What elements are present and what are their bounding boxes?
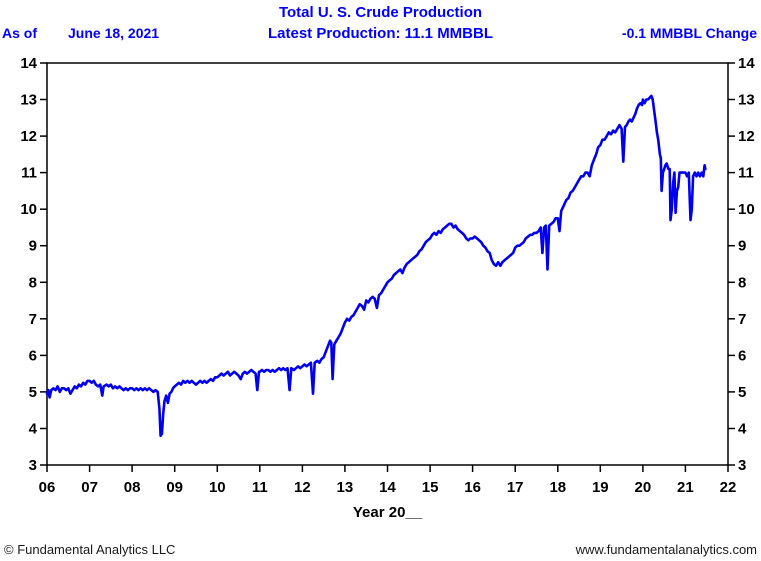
y-axis-label-left: 11 [21,165,37,182]
x-axis-label: 06 [39,479,56,496]
x-axis-title: Year 20__ [352,504,423,521]
copyright-text: © Fundamental Analytics LLC [4,542,176,557]
website-link: www.fundamentalanalytics.com [575,542,757,557]
y-axis-label-left: 9 [29,238,37,255]
x-axis-label: 19 [592,479,609,496]
y-axis-label-left: 6 [29,347,37,364]
y-axis-label-left: 13 [20,92,37,109]
as-of-date: June 18, 2021 [68,25,160,41]
x-axis-label: 16 [464,479,481,496]
chart-title: Total U. S. Crude Production [278,4,483,21]
x-axis-label: 11 [252,479,268,496]
y-axis-label-right: 13 [738,92,755,109]
y-axis-label-right: 7 [738,311,746,328]
y-axis-label-right: 8 [738,274,746,291]
x-axis-label: 18 [549,479,566,496]
y-axis-label-right: 11 [738,165,754,182]
y-axis-label-left: 7 [29,311,37,328]
y-axis-label-left: 4 [29,421,38,438]
x-axis-label: 17 [507,479,524,496]
x-axis-label: 08 [124,479,141,496]
y-axis-label-left: 12 [20,128,37,145]
x-axis-label: 14 [379,479,396,496]
x-axis-label: 20 [635,479,652,496]
chart-subtitle: Latest Production: 11.1 MMBBL [267,25,494,42]
y-axis-label-left: 10 [20,201,37,218]
plot-frame [46,62,729,466]
x-axis-label: 10 [209,479,226,496]
y-axis-label-right: 5 [738,384,746,401]
y-axis-label-right: 10 [738,201,755,218]
y-axis-label-right: 9 [738,238,746,255]
x-axis-label: 09 [166,479,183,496]
y-axis-label-left: 3 [29,457,37,474]
x-axis-label: 07 [81,479,98,496]
y-axis-label-left: 5 [29,384,37,401]
production-line [45,94,707,438]
x-axis-label: 15 [422,479,439,496]
y-axis-label-right: 14 [738,55,755,72]
x-axis-label: 21 [677,479,694,496]
x-axis-label: 12 [294,479,311,496]
y-axis-label-left: 14 [20,55,37,72]
as-of-label: As of [2,25,37,41]
x-axis-label: 22 [720,479,737,496]
change-value: -0.1 MMBBL Change [621,25,757,41]
y-axis-label-right: 12 [738,128,755,145]
y-axis-label-right: 3 [738,457,746,474]
y-axis-label-right: 6 [738,347,746,364]
y-axis-label-right: 4 [738,421,747,438]
x-axis-label: 13 [337,479,354,496]
y-axis-label-left: 8 [29,274,37,291]
